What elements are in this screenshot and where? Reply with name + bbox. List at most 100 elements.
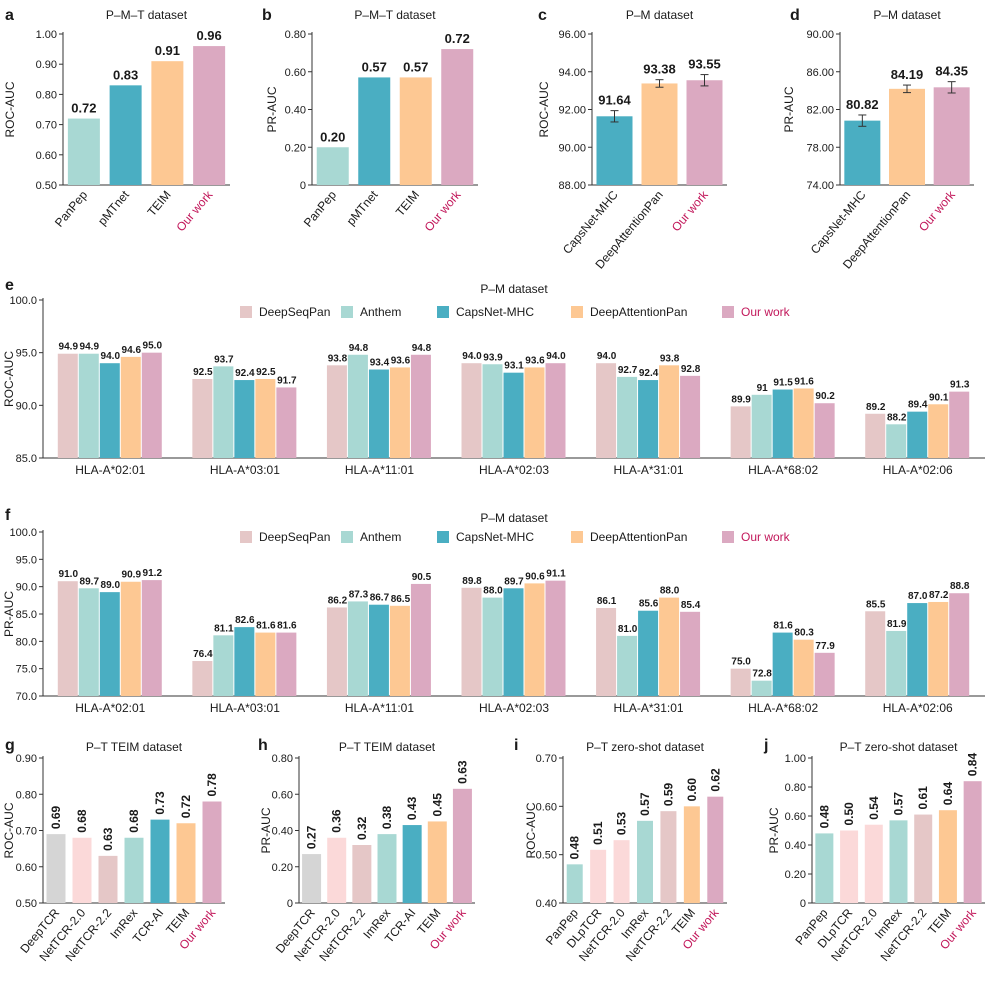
data-label-f: 88.8	[950, 581, 970, 592]
legend-swatch-f	[571, 531, 583, 543]
bar-d-capsnet-mhc	[844, 120, 881, 185]
data-label-f: 81.9	[887, 619, 907, 630]
y-axis-label-h: PR-AUC	[259, 807, 273, 853]
bar-f-our-work-6	[949, 593, 970, 696]
y-tick-label-d: 90.00	[806, 29, 834, 41]
bar-e-our-work-5	[814, 403, 835, 458]
data-label-e: 91.5	[773, 378, 793, 389]
data-label-e: 94.6	[122, 345, 142, 356]
bar-e-our-work-1	[276, 387, 297, 458]
y-tick-label-b: 0	[300, 180, 306, 192]
bar-e-deepseqpan-1	[192, 379, 213, 458]
data-label-f: 81.6	[256, 621, 276, 632]
bar-i-our-work	[707, 796, 724, 903]
y-tick-label-f: 85.0	[16, 609, 37, 621]
data-label-f: 77.9	[815, 641, 835, 652]
x-tick-label-e: HLA-A*31:01	[614, 463, 684, 477]
data-label-f: 87.3	[349, 589, 369, 600]
y-tick-label-a: 0.70	[36, 120, 57, 132]
data-label-e: 92.7	[618, 365, 638, 376]
y-tick-label-g: 0.80	[16, 789, 37, 801]
bar-j-teim	[938, 810, 957, 903]
bar-f-deepattentionpan-3	[524, 583, 545, 696]
legend-swatch-e	[341, 306, 353, 318]
y-tick-label-c: 96.00	[558, 29, 586, 41]
data-label-e: 92.8	[681, 364, 701, 375]
data-label-f: 81.1	[214, 623, 234, 634]
data-label-e: 92.4	[639, 368, 659, 379]
y-tick-label-e: 100.0	[9, 295, 37, 307]
data-label-e: 93.8	[660, 353, 680, 364]
legend-swatch-f	[240, 531, 252, 543]
y-tick-label-f: 75.0	[16, 664, 37, 676]
data-label-f: 88.0	[660, 586, 680, 597]
y-axis-label-e: ROC-AUC	[2, 351, 16, 407]
y-tick-label-a: 0.80	[36, 89, 57, 101]
bar-e-deepseqpan-6	[865, 413, 886, 458]
data-label-e: 92.5	[256, 367, 276, 378]
y-tick-label-c: 88.00	[558, 180, 586, 192]
y-tick-label-h: 0.80	[272, 753, 293, 765]
y-tick-label-d: 82.00	[806, 105, 834, 117]
x-tick-label-a: Our work	[173, 187, 216, 234]
bar-e-deepattentionpan-4	[659, 365, 680, 458]
y-tick-label-d: 78.00	[806, 142, 834, 154]
data-label-f: 89.7	[504, 576, 524, 587]
bar-f-capsnet-mhc-1	[234, 627, 255, 696]
bar-f-deepseqpan-3	[461, 587, 482, 696]
bar-f-deepattentionpan-1	[255, 632, 276, 696]
bar-e-anthem-3	[482, 364, 503, 458]
y-tick-label-j: 1.00	[785, 753, 806, 765]
data-label-h: 0.45	[430, 793, 444, 817]
x-tick-label-a: PanPep	[52, 188, 90, 230]
bar-i-nettcr-2-0	[613, 840, 630, 903]
bar-f-anthem-2	[347, 601, 368, 696]
y-tick-label-a: 0.50	[36, 180, 57, 192]
panel-title-d: P–M dataset	[873, 8, 941, 22]
bar-j-panpep	[815, 833, 834, 903]
bar-d-our-work	[933, 87, 970, 185]
bar-f-capsnet-mhc-3	[503, 588, 524, 696]
panel-letter-g: g	[5, 737, 15, 754]
bar-i-imrex	[637, 820, 653, 903]
data-label-a: 0.83	[113, 67, 138, 82]
data-label-h: 0.63	[455, 760, 469, 784]
bar-f-deepseqpan-0	[57, 581, 78, 696]
panel-letter-b: b	[262, 7, 272, 24]
legend-label-e: DeepSeqPan	[259, 305, 330, 319]
y-tick-label-c: 94.00	[558, 67, 586, 79]
y-tick-label-a: 0.90	[36, 59, 57, 71]
x-tick-label-e: HLA-A*02:01	[75, 463, 145, 477]
bar-f-anthem-4	[617, 635, 638, 696]
bar-g-imrex	[124, 837, 144, 903]
data-label-h: 0.38	[380, 805, 394, 829]
bar-e-deepattentionpan-1	[255, 379, 276, 458]
data-label-a: 0.91	[155, 43, 180, 58]
bar-f-deepseqpan-6	[865, 611, 886, 696]
bar-h-teim	[427, 821, 447, 903]
y-tick-label-g: 0.90	[16, 753, 37, 765]
y-tick-label-g: 0.50	[16, 898, 37, 910]
data-label-j: 0.48	[817, 805, 831, 829]
data-label-e: 91.6	[794, 376, 814, 387]
data-label-f: 90.9	[122, 570, 142, 581]
bar-b-panpep	[316, 147, 349, 185]
y-tick-label-b: 0.40	[285, 105, 306, 117]
bar-e-anthem-0	[78, 353, 99, 458]
bar-i-panpep	[566, 864, 583, 903]
bar-f-anthem-0	[78, 588, 99, 696]
panel-title-i: P–T zero-shot dataset	[586, 740, 705, 754]
y-tick-label-a: 0.60	[36, 150, 57, 162]
data-label-e: 89.9	[731, 394, 751, 405]
data-label-e: 88.2	[887, 412, 907, 423]
y-tick-label-j: 0.80	[785, 782, 806, 794]
bar-f-anthem-5	[751, 680, 772, 696]
bar-c-deepattentionpan	[641, 83, 678, 185]
legend-swatch-f	[437, 531, 449, 543]
data-label-e: 91	[757, 383, 769, 394]
bar-e-deepseqpan-4	[596, 363, 617, 458]
x-tick-label-e: HLA-A*02:06	[883, 463, 953, 477]
bar-i-dlptcr	[590, 849, 607, 903]
